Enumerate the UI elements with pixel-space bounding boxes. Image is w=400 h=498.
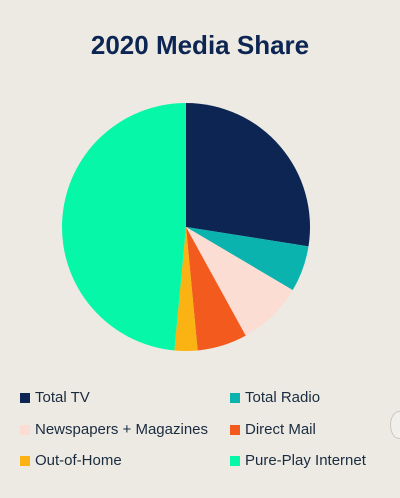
pie-slice-total-radio (186, 227, 309, 291)
chart-title: 2020 Media Share (90, 30, 310, 60)
pie-slice-out-of-home (174, 227, 198, 351)
legend-item-direct-mail: Direct Mail (230, 421, 316, 438)
legend-label-newspapers-magazines: Newspapers + Magazines (35, 421, 209, 438)
legend-swatch-direct-mail (230, 424, 240, 435)
legend-label-total-tv: Total TV (35, 389, 90, 406)
legend-item-out-of-home: Out-of-Home (20, 452, 122, 469)
legend-swatch-total-tv (20, 392, 30, 403)
legend-item-total-radio: Total Radio (230, 389, 320, 406)
legend-label-total-radio: Total Radio (245, 389, 321, 406)
pie-slice-total-tv (186, 103, 310, 247)
legend-swatch-newspapers-magazines (20, 424, 30, 435)
legend-swatch-total-radio (230, 392, 240, 403)
legend-label-pure-play-internet: Pure-Play Internet (245, 452, 366, 469)
pie-slice-newspapers-magazines (186, 227, 293, 336)
legend-swatch-out-of-home (20, 455, 30, 466)
pie-slice-pure-play-internet (62, 103, 186, 351)
legend-label-direct-mail: Direct Mail (245, 421, 316, 438)
legend-item-total-tv: Total TV (20, 389, 90, 406)
chart-legend: Total TV Total Radio Newspapers + Magazi… (0, 384, 400, 484)
legend-swatch-pure-play-internet (230, 455, 240, 466)
legend-item-newspapers-magazines: Newspapers + Magazines (20, 421, 208, 438)
legend-item-pure-play-internet: Pure-Play Internet (230, 452, 366, 469)
pie-slice-direct-mail (186, 227, 246, 351)
legend-label-out-of-home: Out-of-Home (35, 452, 122, 469)
